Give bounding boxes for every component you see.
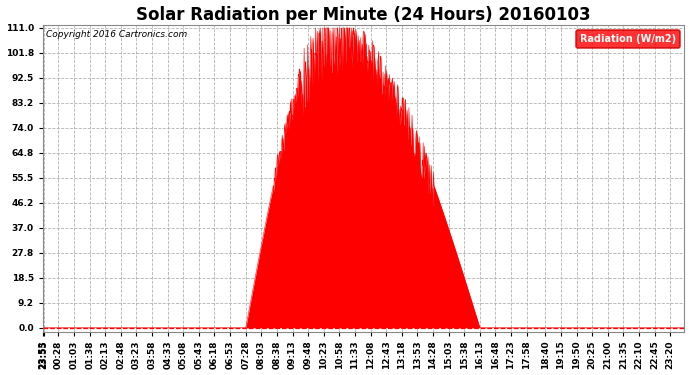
- Text: Copyright 2016 Cartronics.com: Copyright 2016 Cartronics.com: [46, 30, 187, 39]
- Legend: Radiation (W/m2): Radiation (W/m2): [575, 30, 680, 48]
- Title: Solar Radiation per Minute (24 Hours) 20160103: Solar Radiation per Minute (24 Hours) 20…: [137, 6, 591, 24]
